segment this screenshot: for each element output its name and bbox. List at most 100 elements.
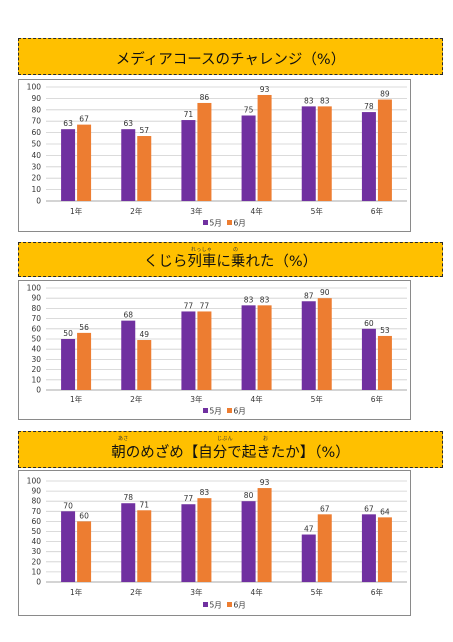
x-tick-label: 3年	[190, 394, 203, 404]
bar	[121, 503, 136, 582]
y-tick-label: 20	[31, 557, 41, 566]
data-label: 71	[139, 500, 149, 509]
bar	[181, 120, 196, 201]
bar	[197, 311, 212, 390]
x-tick-label: 5年	[311, 206, 324, 216]
y-tick-label: 90	[31, 487, 41, 496]
bar	[241, 305, 256, 390]
chart-title: くじら列車に乗れた（%）	[143, 254, 318, 270]
data-label: 71	[184, 110, 194, 119]
y-tick-label: 80	[31, 304, 41, 313]
data-label: 47	[304, 525, 314, 534]
legend-label: 6月	[234, 219, 246, 228]
bar	[121, 129, 136, 201]
x-tick-label: 6年	[371, 206, 384, 216]
legend-swatch	[203, 602, 208, 607]
legend-label: 5月	[210, 219, 222, 228]
y-tick-label: 10	[31, 567, 41, 576]
y-tick-label: 90	[31, 294, 41, 303]
chart-title-banner: あさ じぶん お 朝のめざめ【自分で起きたか】（%）	[18, 431, 443, 468]
bar-chart: 010203040506070809010070601年78712年77833年…	[27, 477, 407, 610]
bar	[77, 332, 92, 390]
bar	[137, 136, 152, 201]
y-tick-label: 80	[31, 497, 41, 506]
bar	[241, 501, 256, 582]
bar	[317, 514, 332, 582]
data-label: 90	[320, 288, 330, 297]
data-label: 70	[63, 501, 73, 510]
data-label: 77	[184, 301, 194, 310]
title-ruby: お	[263, 436, 269, 442]
x-tick-label: 1年	[70, 394, 83, 404]
chart-panel: 0 10 20 30 40 50 60 70 80 90 100 63 67 1年 63 57 2年 71 86 3年…	[18, 79, 411, 232]
chart-title-banner: れっしゃ の くじら列車に乗れた（%）	[18, 242, 443, 277]
legend-swatch	[203, 220, 208, 225]
data-label: 78	[123, 493, 133, 502]
data-label: 80	[244, 491, 254, 500]
y-tick-label: 70	[31, 314, 41, 323]
x-tick-label: 2年	[130, 587, 143, 597]
y-tick-label: 40	[31, 345, 41, 354]
data-label: 56	[79, 323, 89, 332]
x-tick-label: 4年	[250, 394, 263, 404]
bar	[61, 511, 76, 582]
data-label: 67	[320, 504, 330, 513]
y-tick-label: 90	[31, 94, 41, 103]
bar	[77, 521, 92, 582]
x-tick-label: 4年	[250, 206, 263, 216]
bar	[197, 102, 212, 201]
y-tick-label: 50	[31, 527, 41, 536]
bar	[361, 514, 376, 582]
y-tick-label: 20	[31, 365, 41, 374]
bar	[377, 335, 392, 390]
bar	[121, 320, 136, 390]
bar	[77, 124, 92, 201]
data-label: 83	[260, 295, 270, 304]
chart-panel: 0 10 20 30 40 50 60 70 80 90 100 50 56 1年 68 49 2年 77 77 3年…	[18, 280, 411, 420]
data-label: 60	[364, 319, 374, 328]
data-label: 83	[200, 488, 210, 497]
data-label: 77	[200, 301, 210, 310]
data-label: 53	[380, 326, 390, 335]
data-label: 64	[380, 507, 390, 516]
data-label: 75	[244, 106, 254, 115]
bar	[61, 339, 76, 390]
bar	[257, 488, 272, 582]
y-tick-label: 60	[31, 517, 41, 526]
data-label: 63	[63, 119, 73, 128]
bar	[317, 106, 332, 201]
y-tick-label: 30	[31, 547, 41, 556]
title-ruby: じぶん	[217, 436, 233, 442]
data-label: 93	[260, 478, 270, 487]
y-tick-label: 0	[36, 578, 41, 587]
y-tick-label: 30	[31, 162, 41, 171]
bar	[361, 328, 376, 390]
x-tick-label: 2年	[130, 206, 143, 216]
data-label: 78	[364, 102, 374, 111]
bar	[257, 94, 272, 201]
data-label: 68	[123, 311, 133, 320]
data-label: 77	[184, 494, 194, 503]
legend-swatch	[227, 220, 232, 225]
data-label: 83	[320, 96, 330, 105]
chart-title: メディアコースのチャレンジ（%）	[115, 52, 346, 68]
chart-panel: 0 10 20 30 40 50 60 70 80 90 100 70 60 1年 78 71 2年 77 83 3年…	[18, 470, 411, 616]
y-tick-label: 0	[36, 386, 41, 395]
bar	[197, 498, 212, 582]
data-label: 67	[364, 504, 374, 513]
y-tick-label: 40	[31, 151, 41, 160]
y-tick-label: 60	[31, 324, 41, 333]
data-label: 50	[63, 329, 73, 338]
bar	[257, 305, 272, 390]
y-tick-label: 60	[31, 128, 41, 137]
data-label: 63	[123, 119, 133, 128]
bar	[181, 311, 196, 390]
bar	[377, 517, 392, 582]
data-label: 83	[244, 295, 254, 304]
bar	[61, 129, 76, 201]
bar	[301, 301, 316, 390]
bar	[301, 106, 316, 201]
y-tick-label: 10	[31, 375, 41, 384]
y-tick-label: 40	[31, 537, 41, 546]
x-tick-label: 4年	[250, 587, 263, 597]
